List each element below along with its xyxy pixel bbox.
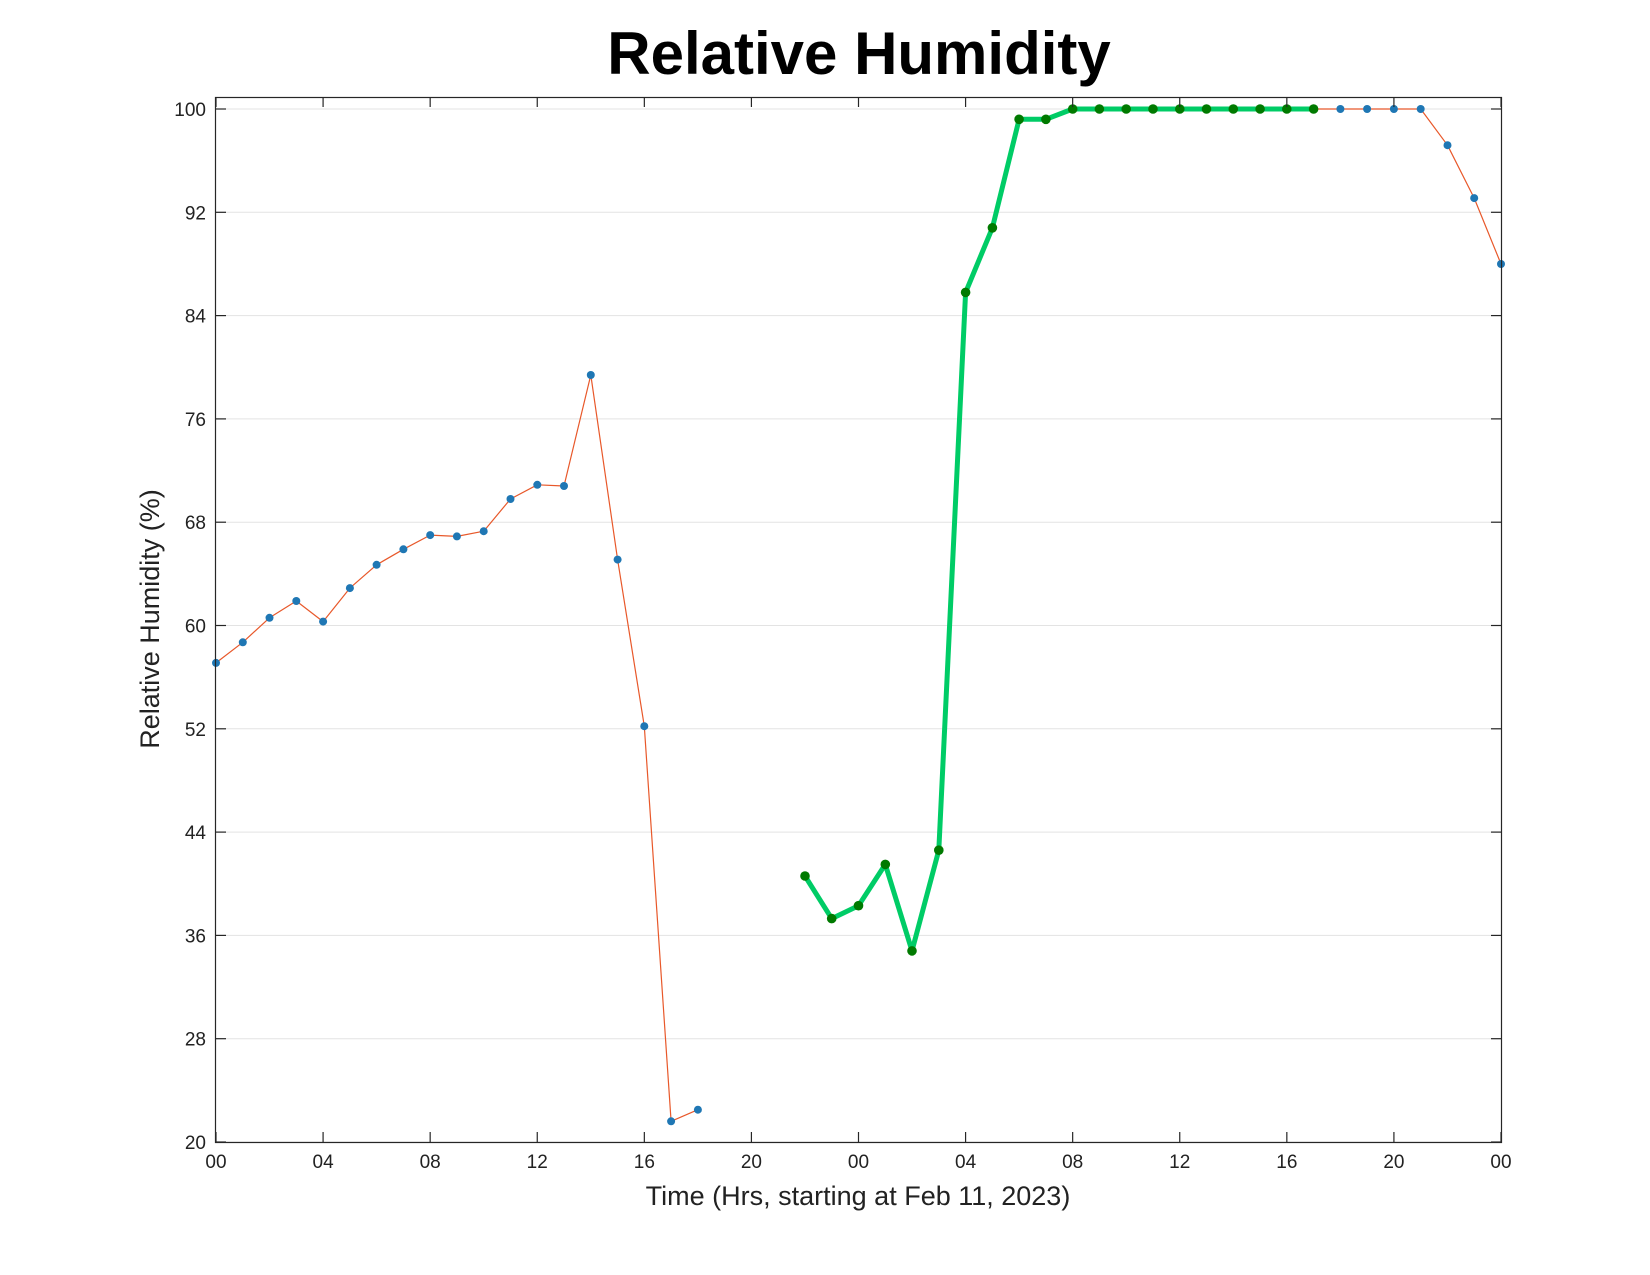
series-line — [802, 106, 1317, 954]
data-point — [1363, 105, 1372, 113]
y-tick-label: 52 — [185, 720, 206, 741]
data-point — [238, 638, 247, 647]
data-point — [479, 527, 488, 536]
data-point — [319, 617, 328, 626]
x-tick-label: 00 — [1490, 1152, 1511, 1173]
data-point — [1282, 104, 1292, 114]
plot-area-frame — [214, 96, 1503, 1144]
x-tick-labels: 00 04 08 12 16 20 00 04 08 12 16 20 00 — [205, 1152, 1511, 1173]
data-point — [506, 495, 515, 503]
data-point — [586, 371, 595, 379]
data-point — [907, 946, 917, 956]
x-tick-label: 16 — [1276, 1152, 1297, 1173]
data-point — [345, 584, 354, 593]
data-point — [1121, 104, 1131, 114]
y-tick-label: 84 — [185, 307, 207, 328]
data-series — [212, 104, 1505, 1126]
y-tick-label: 44 — [185, 823, 207, 844]
data-point — [1041, 114, 1051, 125]
data-point — [640, 722, 649, 731]
data-point — [1094, 104, 1105, 114]
x-tick-label: 04 — [313, 1152, 335, 1173]
data-point — [560, 482, 568, 490]
data-point — [826, 913, 837, 924]
x-tick-label: 08 — [420, 1152, 441, 1173]
data-point — [292, 597, 301, 605]
data-point — [880, 859, 891, 870]
grid-lines — [216, 108, 1501, 1143]
y-tick-label: 68 — [185, 513, 206, 534]
x-tick-label: 00 — [205, 1152, 226, 1173]
x-tick-label: 00 — [848, 1152, 869, 1173]
data-point — [1416, 105, 1425, 113]
data-point — [372, 560, 381, 569]
x-tick-label: 20 — [1383, 1152, 1404, 1173]
x-tick-label: 08 — [1062, 1152, 1083, 1173]
data-point — [853, 900, 864, 911]
axis-ticks — [215, 97, 1502, 1143]
data-point — [1336, 105, 1345, 113]
y-tick-label: 36 — [185, 926, 206, 947]
data-point — [667, 1117, 676, 1126]
x-tick-label: 12 — [1169, 1152, 1190, 1173]
data-point — [960, 287, 971, 298]
data-point — [399, 545, 408, 554]
data-point — [1067, 104, 1078, 114]
data-point — [934, 845, 944, 855]
x-tick-label: 04 — [955, 1152, 977, 1173]
data-point — [265, 613, 274, 622]
data-point — [693, 1105, 702, 1114]
data-point — [1148, 104, 1158, 114]
x-tick-label: 16 — [634, 1152, 655, 1173]
y-tick-label: 60 — [185, 617, 206, 638]
y-tick-label: 100 — [174, 100, 206, 121]
x-axis-label: Time (Hrs, starting at Feb 11, 2023) — [646, 1181, 1071, 1211]
x-tick-label: 12 — [527, 1152, 548, 1173]
data-point — [1175, 104, 1185, 114]
data-point — [533, 480, 542, 489]
data-point — [800, 871, 810, 881]
data-point — [613, 555, 622, 564]
data-point — [1201, 104, 1212, 114]
y-tick-labels: 20 28 36 44 52 60 68 76 84 92 100 — [174, 100, 206, 1154]
y-tick-label: 76 — [185, 410, 206, 431]
data-point — [1228, 104, 1239, 114]
data-point — [426, 531, 435, 540]
data-point — [1470, 194, 1479, 203]
series-line — [215, 374, 699, 1122]
data-point — [452, 532, 461, 541]
y-tick-label: 92 — [185, 203, 206, 224]
x-tick-label: 20 — [741, 1152, 762, 1173]
y-tick-label: 20 — [185, 1133, 206, 1154]
chart-title: Relative Humidity — [607, 20, 1111, 87]
data-point — [987, 223, 998, 233]
data-point — [1255, 104, 1265, 114]
y-axis-label: Relative Humidity (%) — [135, 489, 165, 749]
series-line — [804, 108, 1502, 952]
data-point — [1443, 141, 1452, 150]
data-point — [1308, 104, 1319, 114]
y-tick-label: 28 — [185, 1030, 206, 1051]
data-point — [1014, 114, 1024, 125]
data-point — [1389, 105, 1398, 113]
